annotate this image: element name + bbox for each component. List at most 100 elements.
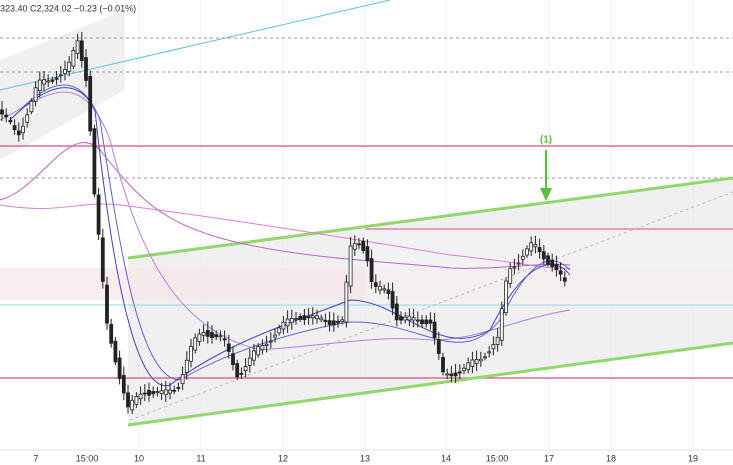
candle-body bbox=[420, 319, 424, 324]
candle-body bbox=[260, 344, 265, 351]
candle-body bbox=[386, 289, 391, 294]
x-axis-label: 7 bbox=[33, 453, 38, 463]
candle-body bbox=[273, 334, 277, 338]
x-axis-label: 15:00 bbox=[486, 453, 509, 463]
x-axis-label: 15:00 bbox=[76, 453, 99, 463]
candle-body bbox=[466, 362, 471, 370]
candle-body bbox=[239, 372, 244, 375]
candle-body bbox=[193, 337, 198, 351]
candle-body bbox=[201, 332, 206, 336]
candle-body bbox=[546, 255, 550, 265]
candle-body bbox=[0, 109, 4, 115]
candle-body bbox=[285, 318, 290, 327]
candle-body bbox=[218, 335, 223, 338]
candle-body bbox=[403, 316, 408, 321]
candle-body bbox=[63, 68, 67, 74]
candle-body bbox=[268, 340, 273, 343]
candle-body bbox=[16, 130, 21, 136]
candle-body bbox=[235, 363, 240, 378]
annotation-label: (1) bbox=[540, 135, 552, 146]
candle-body bbox=[176, 387, 181, 389]
candle-body bbox=[462, 367, 466, 372]
candle-body bbox=[411, 317, 416, 321]
candle-body bbox=[252, 350, 256, 361]
candle-body bbox=[550, 259, 555, 267]
candle-body bbox=[399, 316, 403, 321]
candle-body bbox=[445, 373, 450, 376]
candle-body bbox=[256, 346, 261, 356]
candle-body bbox=[42, 79, 46, 85]
candle-body bbox=[306, 316, 311, 319]
candle-body bbox=[88, 76, 93, 132]
candle-body bbox=[231, 353, 235, 365]
candle-body bbox=[214, 334, 219, 338]
x-axis-labels: 7 15:00 10 11 12 13 14 15:00 17 18 19 bbox=[33, 453, 698, 463]
candle-body bbox=[407, 315, 412, 321]
candle-body bbox=[109, 323, 114, 344]
candle-body bbox=[537, 247, 542, 252]
x-axis-label: 14 bbox=[441, 453, 451, 463]
candle-body bbox=[155, 391, 160, 393]
candle-body bbox=[8, 119, 13, 123]
candle-body bbox=[390, 291, 395, 309]
candle-body bbox=[319, 317, 324, 321]
candle-body bbox=[58, 74, 63, 77]
candle-body bbox=[483, 356, 487, 359]
candle-body bbox=[289, 317, 294, 324]
candle-body bbox=[512, 266, 517, 269]
candle-body bbox=[79, 40, 84, 61]
x-axis-label: 11 bbox=[196, 453, 205, 463]
candle-body bbox=[210, 332, 214, 339]
candle-body bbox=[151, 391, 156, 395]
candle-body bbox=[163, 389, 168, 396]
candle-body bbox=[302, 315, 307, 321]
candle-body bbox=[29, 100, 34, 113]
candle-body bbox=[336, 320, 340, 324]
candle-body bbox=[243, 366, 248, 372]
x-axis-label: 19 bbox=[688, 453, 698, 463]
candle-body bbox=[147, 390, 151, 396]
candle-body bbox=[138, 393, 143, 400]
x-axis-label: 12 bbox=[278, 453, 288, 463]
candle-body bbox=[189, 346, 193, 362]
candle-body bbox=[558, 270, 563, 275]
candles bbox=[0, 32, 567, 415]
candle-body bbox=[344, 281, 349, 323]
candle-body bbox=[134, 396, 139, 405]
candle-body bbox=[361, 240, 366, 251]
candle-body bbox=[491, 344, 496, 350]
candle-body bbox=[415, 319, 420, 322]
candle-body bbox=[197, 333, 202, 342]
candle-body bbox=[113, 340, 118, 363]
candle-body bbox=[525, 248, 529, 256]
candle-body bbox=[100, 237, 105, 282]
candle-body bbox=[432, 321, 437, 338]
candle-body bbox=[84, 57, 88, 81]
candle-body bbox=[117, 357, 122, 379]
channel-lower bbox=[127, 341, 733, 427]
candle-body bbox=[520, 255, 525, 260]
candle-body bbox=[105, 284, 109, 324]
candle-body bbox=[365, 246, 370, 262]
candle-body bbox=[54, 77, 59, 80]
candle-body bbox=[71, 50, 76, 67]
candle-body bbox=[281, 321, 286, 330]
candle-body bbox=[378, 285, 382, 291]
candle-body bbox=[541, 251, 546, 260]
candle-body bbox=[424, 319, 429, 325]
candle-body bbox=[323, 319, 328, 323]
candle-body bbox=[46, 80, 51, 83]
candle-body bbox=[142, 392, 147, 395]
candle-body bbox=[315, 315, 319, 320]
candle-body bbox=[554, 263, 559, 271]
x-axis-label: 10 bbox=[134, 453, 144, 463]
candle-body bbox=[516, 262, 521, 265]
candle-body bbox=[352, 243, 357, 250]
candle-body bbox=[121, 375, 126, 394]
ohlc-header: 323.40 C2,324.02 −0.23 (−0.01%) bbox=[0, 3, 136, 13]
x-axis-label: 13 bbox=[360, 453, 370, 463]
candle-body bbox=[294, 318, 298, 320]
candle-body bbox=[277, 327, 282, 334]
candle-body bbox=[508, 268, 513, 284]
